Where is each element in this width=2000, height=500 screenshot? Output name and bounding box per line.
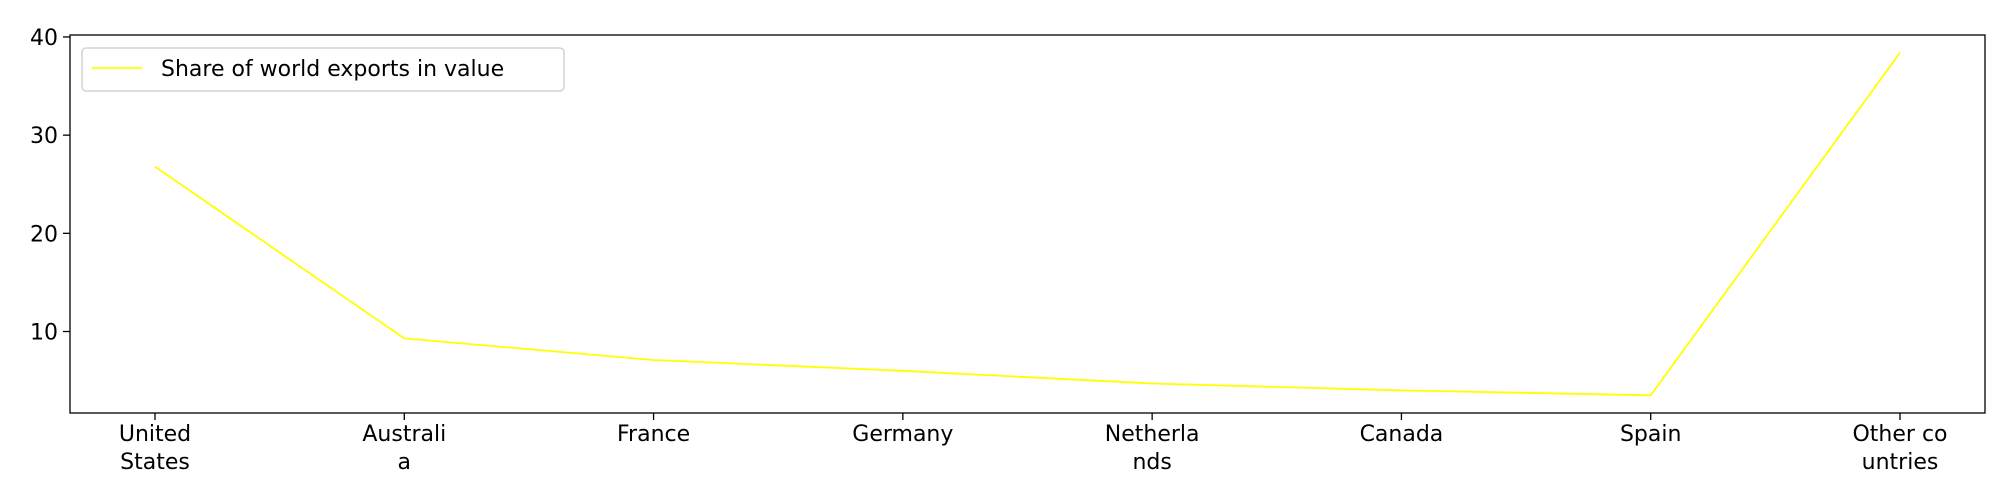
y-tick-label: 20	[30, 222, 58, 247]
x-tick-label: Germany	[852, 422, 953, 447]
x-tick-label: Spain	[1620, 422, 1681, 447]
x-tick-label: Other co untries	[1852, 422, 1947, 475]
series-layer	[154, 52, 1901, 397]
x-tick-label: France	[617, 422, 690, 447]
x-axis: United States Australi a France Germany Nether…	[119, 413, 1948, 475]
legend-label: Share of world exports in value	[161, 57, 504, 82]
x-tick-label: United States	[119, 422, 191, 475]
legend-box	[81, 47, 565, 92]
x-tick-label: Netherla nds	[1105, 422, 1200, 475]
legend: Share of world exports in value	[81, 47, 565, 92]
x-tick-label: Australi a	[362, 422, 446, 475]
y-axis: 10 20 30 40	[30, 26, 70, 346]
y-tick-label: 40	[30, 26, 58, 51]
y-tick-label: 10	[30, 321, 58, 346]
x-tick-label: Canada	[1360, 422, 1444, 447]
plot-area	[69, 34, 1986, 414]
y-tick-label: 30	[30, 124, 58, 149]
plot-frame	[69, 34, 1986, 414]
series-line	[154, 52, 1901, 397]
